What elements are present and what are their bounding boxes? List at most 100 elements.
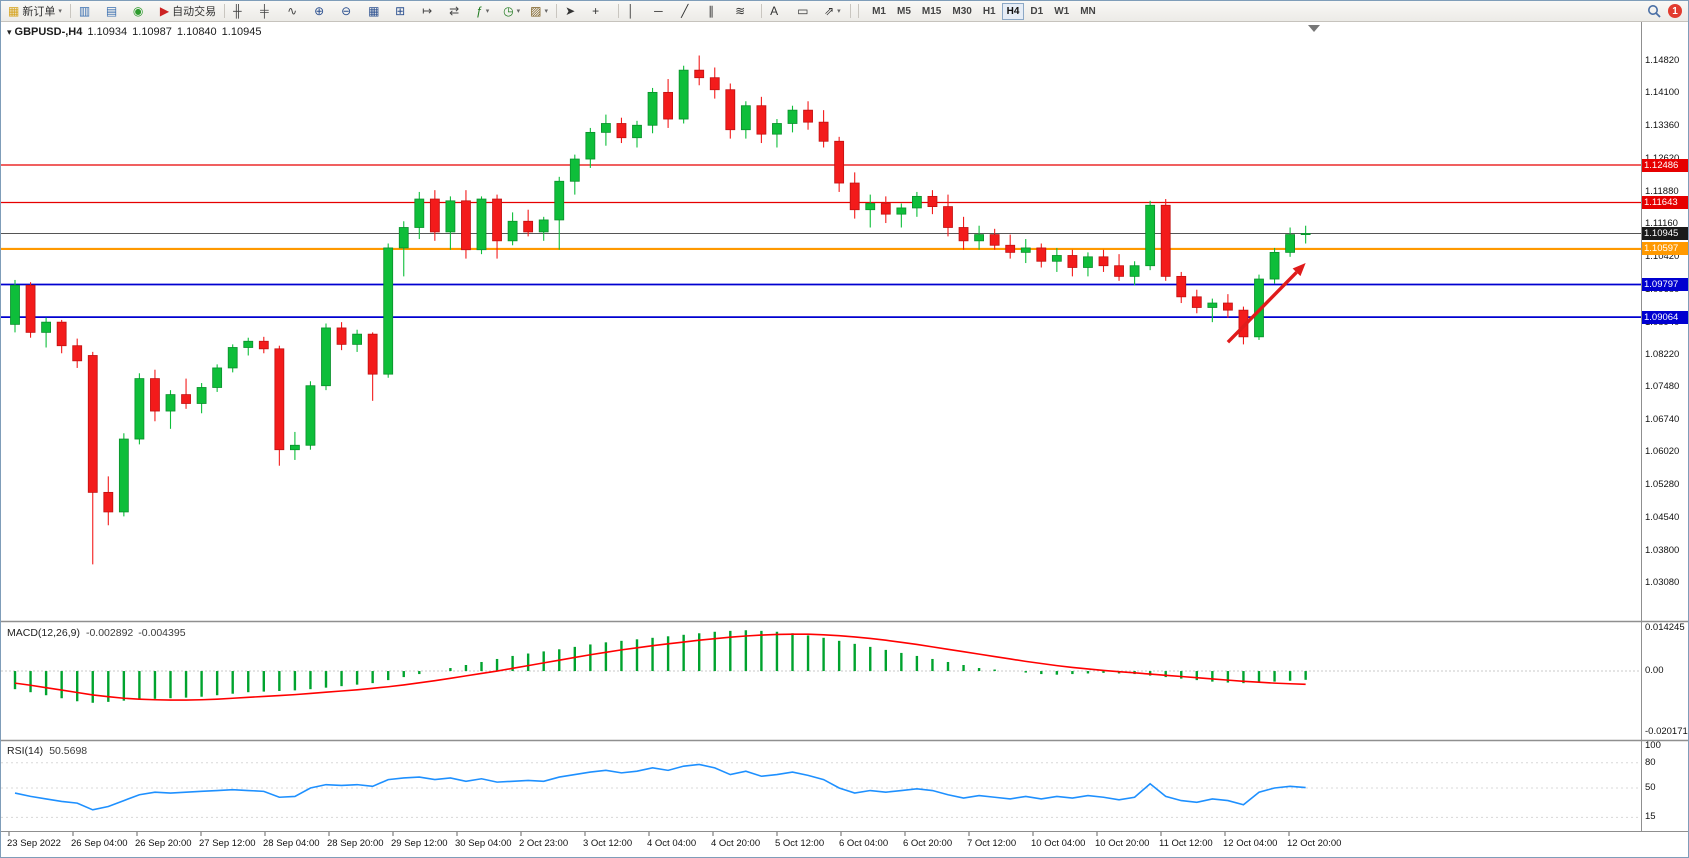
- candlestick-chart-icon[interactable]: ╪: [256, 1, 282, 21]
- arrows-tool-icon-glyph: ⇗: [824, 4, 835, 18]
- chevron-down-icon: ▾: [837, 8, 841, 15]
- candle: [227, 344, 238, 373]
- candle: [1300, 225, 1311, 244]
- tile-windows-icon[interactable]: ▦: [364, 1, 390, 21]
- candle: [1223, 294, 1233, 318]
- search-icon[interactable]: [1647, 4, 1661, 18]
- crosshair-icon-glyph: +: [592, 4, 600, 18]
- cascade-windows-icon[interactable]: ⊞: [391, 1, 417, 21]
- notification-badge[interactable]: 1: [1668, 4, 1682, 18]
- candle: [352, 329, 363, 352]
- timeframe-w1[interactable]: W1: [1054, 5, 1070, 17]
- price-axis-tick: 1.03800: [1645, 545, 1680, 557]
- vertical-line-icon[interactable]: │: [623, 1, 649, 21]
- candle: [616, 117, 627, 144]
- autotrading-button-label: 自动交易: [172, 6, 217, 18]
- candle: [694, 55, 705, 86]
- candlestick-chart-icon-glyph: ╪: [260, 4, 269, 18]
- fibonacci-icon[interactable]: ≋: [731, 1, 757, 21]
- profiles-icon[interactable]: ▤: [102, 1, 128, 21]
- indicators-icon[interactable]: ƒ ▾: [472, 1, 498, 21]
- candle: [663, 79, 673, 128]
- zoom-in-icon[interactable]: ⊕: [310, 1, 336, 21]
- ohlc-open: 1.10934: [87, 26, 128, 38]
- candle: [772, 119, 782, 148]
- trend-arrow-head[interactable]: [1292, 263, 1306, 277]
- trendline-icon-glyph: ╱: [681, 4, 689, 18]
- text-label-icon[interactable]: ▭: [793, 1, 819, 21]
- timeframe-m30[interactable]: M30: [952, 5, 972, 17]
- templates-icon[interactable]: ▨ ▾: [526, 1, 552, 21]
- timeframe-m1[interactable]: M1: [872, 5, 886, 17]
- candle: [632, 120, 642, 148]
- candle: [118, 433, 129, 517]
- candle: [569, 154, 580, 195]
- time-axis-label: 6 Oct 04:00: [839, 838, 889, 849]
- candle: [289, 431, 300, 460]
- candle: [601, 114, 611, 146]
- candle: [1098, 249, 1109, 272]
- candle: [196, 383, 207, 414]
- trendline-icon[interactable]: ╱: [677, 1, 703, 21]
- chart-shift-marker[interactable]: [1308, 25, 1320, 32]
- horizontal-line-icon[interactable]: ─: [650, 1, 676, 21]
- toolbar-icon-group: ▦ 新订单 ▾ ▥ ▤ ◉ ▶ 自动交易 ╫ ╪ ∿ ⊕ ⊖ ▦ ⊞ ↦ ⇄ ƒ ▾ ◷ ▾ ▨ ▾ ➤ + │ ─ ╱ ∥ ≋ A ▭ ⇗ ▾: [4, 1, 854, 21]
- chart-shift-icon-glyph: ⇄: [449, 4, 460, 18]
- one-click-trading-toggle[interactable]: ▾: [7, 27, 12, 37]
- candle: [896, 203, 907, 228]
- candle: [523, 209, 534, 237]
- timeframe-m5[interactable]: M5: [897, 5, 911, 17]
- ohlc-close: 1.10945: [221, 26, 262, 38]
- navigator-icon-glyph: ◉: [132, 4, 144, 18]
- periods-icon[interactable]: ◷ ▾: [499, 1, 525, 21]
- candle: [181, 378, 191, 409]
- price-axis-tick: 1.05280: [1645, 479, 1680, 491]
- text-icon[interactable]: A: [766, 1, 792, 21]
- macd-value: -0.002892: [85, 627, 134, 639]
- candle: [1036, 243, 1047, 268]
- trend-arrow-line[interactable]: [1226, 271, 1298, 344]
- line-chart-icon-glyph: ∿: [287, 4, 298, 18]
- timeframe-mn[interactable]: MN: [1080, 5, 1096, 17]
- autotrading-button[interactable]: ▶ 自动交易: [156, 1, 220, 21]
- price-line-label: 1.12486: [1642, 158, 1688, 172]
- crosshair-icon[interactable]: +: [588, 1, 614, 21]
- candle: [943, 194, 953, 237]
- candle: [912, 191, 922, 217]
- candle: [1176, 271, 1187, 304]
- time-axis-label: 30 Sep 04:00: [455, 838, 512, 849]
- candle: [818, 110, 829, 148]
- price-axis-tick: 1.07480: [1645, 381, 1680, 393]
- time-axis-label: 10 Oct 20:00: [1095, 838, 1150, 849]
- timeframe-d1[interactable]: D1: [1030, 5, 1044, 17]
- time-axis-label: 11 Oct 12:00: [1159, 838, 1213, 849]
- bar-chart-icon[interactable]: ╫: [229, 1, 255, 21]
- cursor-icon[interactable]: ➤: [561, 1, 587, 21]
- toolbar-separator: [224, 4, 226, 18]
- candle: [1269, 247, 1280, 284]
- line-chart-icon[interactable]: ∿: [283, 1, 309, 21]
- time-axis-label: 3 Oct 12:00: [583, 838, 633, 849]
- templates-icon-glyph: ▨: [530, 4, 542, 18]
- channel-icon[interactable]: ∥: [704, 1, 730, 21]
- candle: [274, 345, 285, 466]
- time-axis-label: 10 Oct 04:00: [1031, 838, 1086, 849]
- price-line-label: 1.09797: [1642, 278, 1688, 291]
- timeframe-h4[interactable]: H4: [1001, 2, 1025, 20]
- price-axis-tick: 1.10420: [1645, 250, 1680, 262]
- arrows-tool-icon[interactable]: ⇗ ▾: [820, 1, 846, 21]
- timeframe-group: M1 M5 M15 M30 H1 H4 D1 W1 MN: [867, 2, 1101, 20]
- price-line-label: 1.11643: [1642, 195, 1688, 209]
- auto-scroll-icon[interactable]: ↦: [418, 1, 444, 21]
- timeframe-m15[interactable]: M15: [921, 5, 942, 17]
- new-order-button[interactable]: ▦ 新订单 ▾: [4, 1, 66, 21]
- charts-window-icon[interactable]: ▥: [75, 1, 101, 21]
- candle: [1083, 252, 1093, 277]
- zoom-out-icon[interactable]: ⊖: [337, 1, 363, 21]
- navigator-icon[interactable]: ◉: [129, 1, 155, 21]
- channel-icon-glyph: ∥: [708, 4, 715, 18]
- chart-shift-icon[interactable]: ⇄: [445, 1, 471, 21]
- candle: [756, 96, 767, 144]
- timeframe-h1[interactable]: H1: [982, 5, 996, 17]
